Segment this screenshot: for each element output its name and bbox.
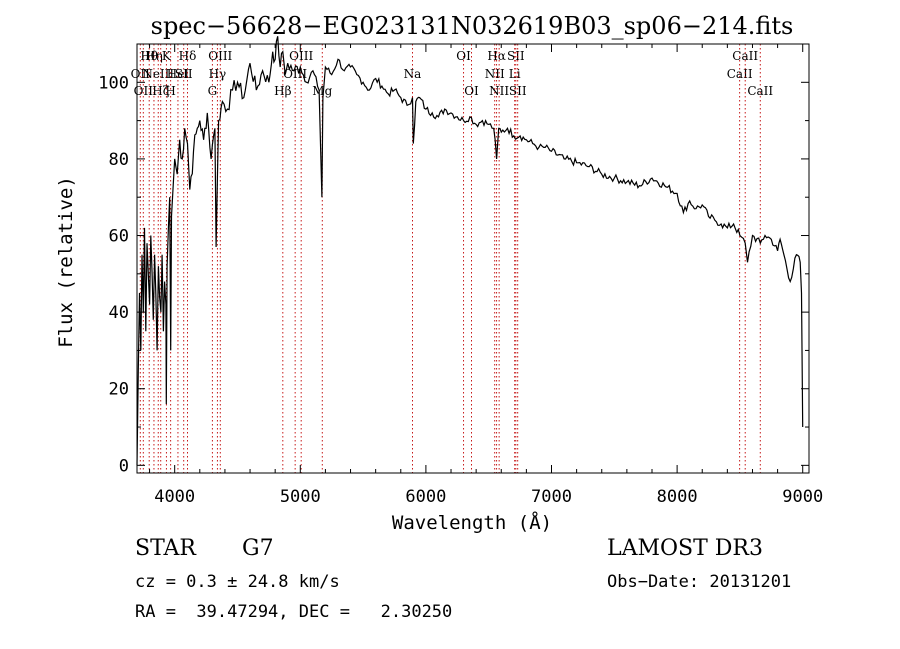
line-label: OIII (289, 49, 313, 63)
chart-title: spec−56628−EG023131N032619B03_sp06−214.f… (151, 12, 794, 40)
x-tick-label: 8000 (657, 487, 698, 507)
x-tick-label: 6000 (405, 487, 446, 507)
ra-dec-coordinates: RA = 39.47294, DEC = 2.30250 (135, 602, 453, 622)
line-label: SII (507, 49, 525, 63)
y-tick-label: 0 (119, 456, 129, 476)
line-label: CaII (727, 67, 753, 81)
line-label: SII (509, 84, 527, 98)
y-axis-label: Flux (relative) (55, 176, 77, 348)
y-tick-label: 60 (109, 227, 129, 247)
line-label: Hγ (209, 67, 227, 81)
object-subclass: G7 (242, 536, 274, 561)
y-tick-label: 100 (98, 73, 129, 93)
line-label: CaII (732, 49, 758, 63)
y-tick-label: 20 (109, 380, 129, 400)
line-label: Li (509, 67, 521, 81)
survey-name: LAMOST DR3 (607, 536, 763, 561)
line-label: OII (131, 67, 151, 81)
line-label: OIII (208, 49, 232, 63)
object-class: STAR (135, 536, 196, 561)
line-label: Hα (487, 49, 506, 63)
x-tick-label: 9000 (782, 487, 823, 507)
line-label: G (208, 84, 218, 98)
line-label: Hη (145, 49, 163, 63)
x-tick-label: 4000 (154, 487, 195, 507)
line-label: K (162, 49, 172, 63)
x-tick-label: 5000 (280, 487, 321, 507)
y-tick-label: 80 (109, 150, 129, 170)
line-label: CaII (747, 84, 773, 98)
line-label: OII (134, 84, 154, 98)
plot-frame (136, 43, 810, 474)
spectrum-line (136, 36, 804, 466)
line-label: NII (485, 67, 505, 81)
line-label: H (165, 84, 175, 98)
line-label: NII (489, 84, 509, 98)
x-tick-label: 7000 (531, 487, 572, 507)
observation-date: Obs−Date: 20131201 (607, 572, 792, 592)
line-label: Hβ (274, 84, 291, 98)
line-label: SII (175, 67, 193, 81)
line-label: OI (456, 49, 471, 63)
y-tick-label: 40 (109, 303, 129, 323)
x-axis-label: Wavelength (Å) (392, 511, 552, 534)
axis-ticks: 4000 5000 6000 7000 8000 9000 0 20 40 60 80 100 (98, 44, 823, 507)
line-label: Hζ (152, 84, 169, 98)
line-label: Mg (312, 84, 332, 98)
line-label: Hδ (179, 49, 197, 63)
line-label: Na (404, 67, 422, 81)
spectral-line-markers: OIIOIIHθHηNeIIIHζKHHeISIIHδGHγOIIIHβOIII… (131, 44, 773, 473)
redshift-cz: cz = 0.3 ± 24.8 km/s (135, 572, 340, 592)
line-label: OI (464, 84, 479, 98)
